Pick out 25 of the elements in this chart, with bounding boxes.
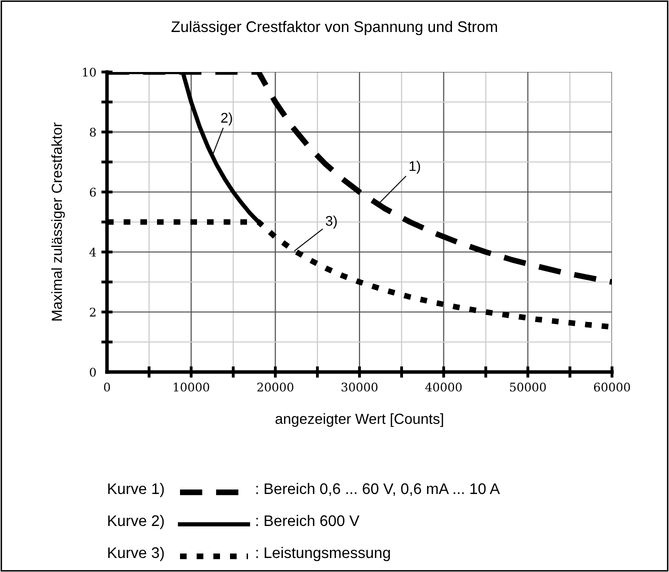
text: Kurve 1) (108, 482, 164, 498)
x-tick-label: 40000 (425, 382, 462, 392)
y-tick-label: 2 (90, 308, 96, 316)
x-tick-label: 60000 (594, 382, 630, 392)
legend-label: : Leistungsmessung (256, 546, 390, 562)
annotation: 3) (326, 216, 337, 229)
x-tick-label: 10000 (174, 382, 210, 392)
chart-title: Zulässiger Crestfaktor von Spannung und Strom (172, 20, 497, 36)
x-tick-label: 20000 (257, 382, 294, 392)
annotation: 2) (221, 112, 232, 126)
text: Kurve 2) (108, 514, 164, 530)
y-tick-label: 4 (89, 248, 96, 256)
x-axis-title: angezeigter Wert [Counts] (276, 413, 444, 427)
y-tick-label: 8 (90, 128, 96, 137)
legend-label: : Bereich 600 V (256, 514, 360, 526)
text: Kurve 3) (108, 546, 164, 562)
y-tick-label: 0 (90, 368, 96, 377)
x-tick-label: 0 (104, 382, 110, 392)
y-axis-title: Maximal zulässiger Crestfaktor (51, 122, 65, 320)
legend-label: : Bereich 0,6 ... 60 V, 0,6 mA ... 10 A (256, 482, 500, 496)
y-tick-label: 6 (90, 188, 96, 197)
x-tick-label: 30000 (342, 382, 378, 392)
y-tick-label: 10 (83, 68, 96, 77)
annotation: 1) (410, 160, 420, 174)
x-tick-label: 50000 (510, 382, 546, 392)
